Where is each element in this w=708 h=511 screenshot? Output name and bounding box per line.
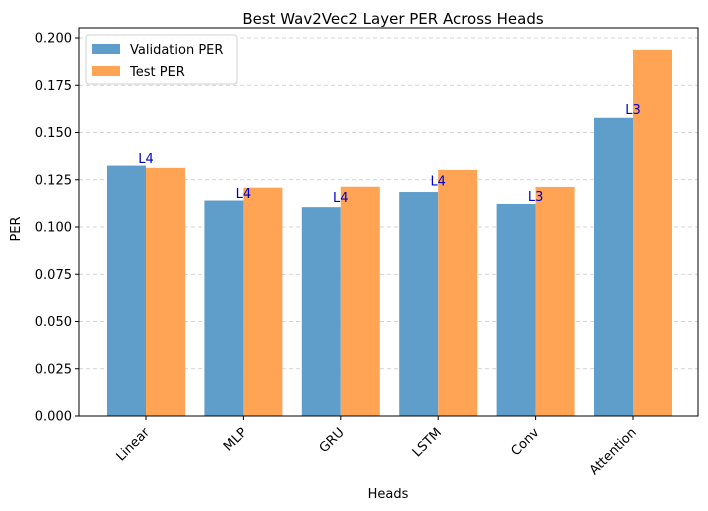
y-axis-label: PER — [9, 216, 24, 241]
bar-test-linear — [146, 167, 185, 416]
bar-test-lstm — [438, 169, 478, 416]
grid-lines — [79, 37, 698, 370]
best-layer-annotation: L3 — [625, 103, 641, 118]
y-tick-label: 0.175 — [35, 79, 72, 94]
bar-test-attention — [633, 49, 672, 416]
legend-label: Test PER — [129, 65, 185, 80]
bar-validation-lstm — [399, 192, 439, 416]
legend-label: Validation PER — [130, 43, 223, 58]
best-layer-annotation: L3 — [528, 190, 544, 205]
chart-title: Best Wav2Vec2 Layer PER Across Heads — [242, 10, 544, 28]
bar-test-mlp — [243, 187, 283, 416]
legend: Validation PER Test PER — [85, 34, 238, 85]
y-tick-label: 0.025 — [35, 362, 72, 377]
legend-box — [85, 34, 238, 85]
bar-validation-conv — [496, 203, 536, 416]
bars — [107, 49, 672, 417]
best-layer-annotation: L4 — [333, 191, 349, 206]
best-layer-annotation: L4 — [430, 175, 446, 190]
legend-swatch — [92, 44, 120, 54]
y-tick-label: 0.200 — [35, 32, 72, 47]
x-axis-label: Heads — [368, 487, 409, 502]
best-layer-annotation: L4 — [138, 152, 154, 167]
plot-frame — [78, 27, 699, 417]
y-tick-label: 0.050 — [35, 315, 72, 330]
bar-validation-mlp — [204, 200, 244, 416]
y-tick-label: 0.125 — [35, 173, 72, 188]
y-tick-label: 0.100 — [35, 221, 72, 236]
bar-test-conv — [535, 186, 575, 416]
y-tick-label: 0.000 — [35, 410, 72, 425]
legend-swatch — [92, 66, 120, 76]
bar-validation-linear — [107, 165, 146, 416]
y-tick-label: 0.150 — [35, 126, 72, 141]
y-tick-label: 0.075 — [35, 268, 72, 283]
bar-annotations: L4 L4 L4 L4 L3 L3 — [138, 103, 641, 206]
bar-validation-attention — [594, 117, 633, 417]
bar-test-gru — [340, 186, 380, 416]
best-layer-annotation: L4 — [236, 187, 252, 202]
y-axis: 0.000 0.025 0.050 0.075 0.100 0.125 0.150 0.175… — [35, 32, 79, 425]
bar-validation-gru — [301, 207, 341, 416]
